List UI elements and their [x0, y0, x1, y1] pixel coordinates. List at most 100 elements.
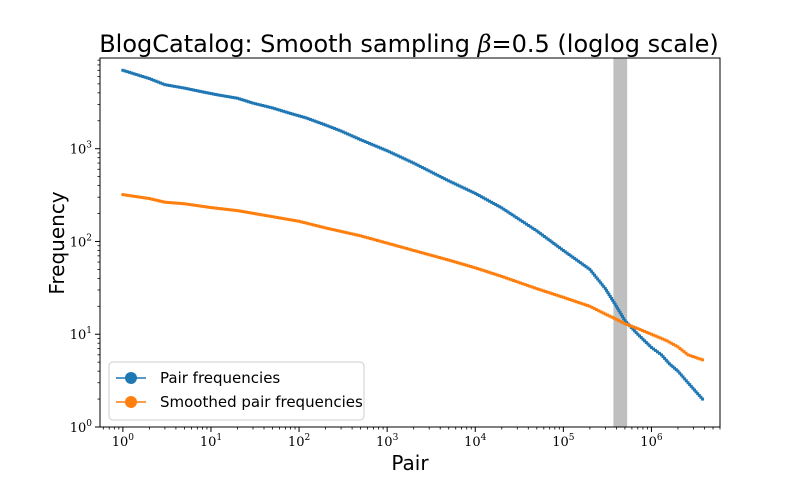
data-point: [182, 202, 186, 206]
data-point: [636, 327, 640, 331]
data-point: [504, 276, 508, 280]
data-point: [233, 208, 237, 212]
data-point: [185, 87, 189, 91]
data-point: [304, 116, 308, 120]
data-point: [407, 159, 411, 163]
data-point: [498, 274, 502, 278]
data-point: [253, 102, 257, 106]
data-point: [508, 211, 512, 215]
data-point: [636, 332, 640, 336]
data-point: [434, 172, 438, 176]
data-point: [251, 101, 255, 105]
data-point: [577, 259, 581, 263]
data-point: [440, 256, 444, 260]
data-point: [278, 216, 282, 220]
data-point: [268, 105, 272, 109]
data-point: [429, 170, 433, 174]
data-point: [593, 273, 597, 277]
data-point: [619, 319, 623, 323]
data-point: [356, 233, 360, 237]
data-point: [507, 277, 511, 281]
data-point: [469, 265, 473, 269]
data-point: [374, 144, 378, 148]
data-point: [195, 203, 198, 207]
x-tick-label: 101: [200, 433, 222, 450]
data-point: [363, 235, 367, 239]
data-point: [533, 286, 536, 290]
data-point: [214, 206, 218, 210]
data-point: [498, 205, 502, 209]
data-point: [152, 198, 156, 202]
data-point: [302, 221, 306, 224]
data-point: [376, 238, 380, 242]
data-point: [252, 211, 256, 215]
data-point: [311, 118, 315, 122]
data-point: [484, 269, 488, 273]
data-point: [601, 311, 605, 315]
data-point: [261, 104, 265, 108]
data-point: [571, 255, 575, 259]
data-point: [594, 275, 598, 279]
data-point: [414, 249, 418, 253]
data-point: [653, 348, 657, 352]
data-point: [622, 317, 626, 321]
data-point: [529, 225, 533, 229]
data-point: [419, 250, 423, 254]
data-point: [268, 214, 272, 218]
data-point: [191, 88, 195, 92]
data-point: [596, 277, 600, 281]
data-point: [302, 115, 306, 119]
data-point: [154, 198, 158, 202]
data-point: [433, 254, 437, 258]
legend-label-pair-frequencies: Pair frequencies: [160, 369, 280, 387]
data-point: [235, 209, 239, 213]
data-point: [522, 221, 526, 225]
data-point: [221, 207, 225, 211]
data-point: [223, 207, 227, 211]
data-point: [390, 242, 394, 246]
data-point: [380, 240, 384, 244]
data-point: [617, 308, 621, 312]
data-point: [533, 228, 537, 232]
data-point: [671, 365, 675, 369]
data-point: [131, 194, 135, 198]
data-point: [235, 96, 239, 100]
data-point: [346, 132, 350, 136]
data-point: [198, 89, 202, 93]
data-point: [521, 282, 525, 286]
data-point: [290, 218, 294, 222]
data-point: [623, 319, 627, 323]
data-point: [437, 256, 441, 260]
data-point: [266, 214, 270, 218]
data-point: [282, 109, 286, 113]
data-point: [495, 273, 499, 277]
data-point: [328, 125, 332, 129]
x-tick-label: 100: [112, 433, 135, 450]
data-point: [359, 138, 363, 142]
data-point: [567, 253, 571, 257]
data-point: [292, 218, 296, 222]
data-point: [133, 194, 137, 198]
data-point: [158, 81, 162, 85]
data-point: [370, 142, 374, 146]
data-point: [623, 322, 627, 326]
data-point: [473, 266, 477, 270]
data-point: [257, 212, 261, 216]
data-point: [254, 212, 258, 216]
data-point: [421, 251, 425, 255]
data-point: [599, 310, 603, 314]
data-point: [398, 155, 402, 159]
data-point: [531, 226, 535, 230]
data-point: [361, 139, 365, 143]
data-point: [656, 335, 660, 339]
data-point: [348, 133, 352, 137]
x-tick-label: 104: [464, 433, 487, 450]
data-point: [309, 222, 313, 226]
data-point: [182, 86, 186, 90]
data-point: [261, 213, 265, 217]
data-point: [698, 357, 702, 361]
data-point: [467, 188, 471, 192]
data-point: [416, 163, 420, 167]
data-point: [514, 215, 518, 219]
data-point: [639, 336, 643, 340]
